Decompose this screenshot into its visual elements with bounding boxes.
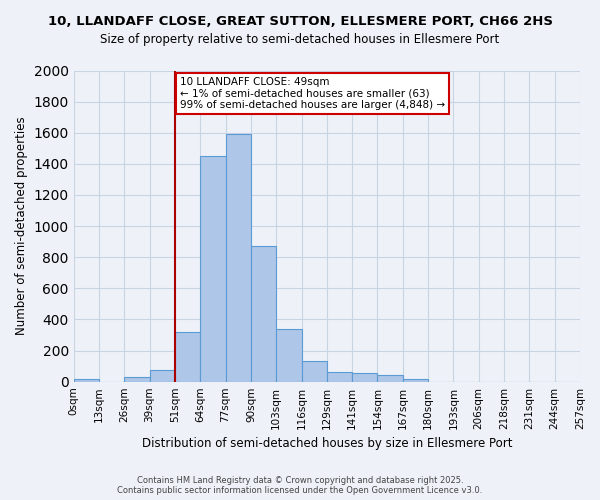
Text: 10, LLANDAFF CLOSE, GREAT SUTTON, ELLESMERE PORT, CH66 2HS: 10, LLANDAFF CLOSE, GREAT SUTTON, ELLESM… <box>47 15 553 28</box>
Bar <box>327 372 352 382</box>
Bar <box>352 373 377 382</box>
Bar <box>403 378 428 382</box>
Bar <box>149 370 175 382</box>
Bar <box>74 380 99 382</box>
Bar <box>124 377 149 382</box>
Bar <box>302 362 327 382</box>
Bar <box>200 156 226 382</box>
Y-axis label: Number of semi-detached properties: Number of semi-detached properties <box>15 117 28 336</box>
Text: 10 LLANDAFF CLOSE: 49sqm
← 1% of semi-detached houses are smaller (63)
99% of se: 10 LLANDAFF CLOSE: 49sqm ← 1% of semi-de… <box>180 76 445 110</box>
Bar <box>175 332 200 382</box>
X-axis label: Distribution of semi-detached houses by size in Ellesmere Port: Distribution of semi-detached houses by … <box>142 437 512 450</box>
Text: Contains HM Land Registry data © Crown copyright and database right 2025.
Contai: Contains HM Land Registry data © Crown c… <box>118 476 482 495</box>
Bar <box>251 246 276 382</box>
Bar <box>377 376 403 382</box>
Bar <box>276 329 302 382</box>
Text: Size of property relative to semi-detached houses in Ellesmere Port: Size of property relative to semi-detach… <box>100 32 500 46</box>
Bar <box>226 134 251 382</box>
